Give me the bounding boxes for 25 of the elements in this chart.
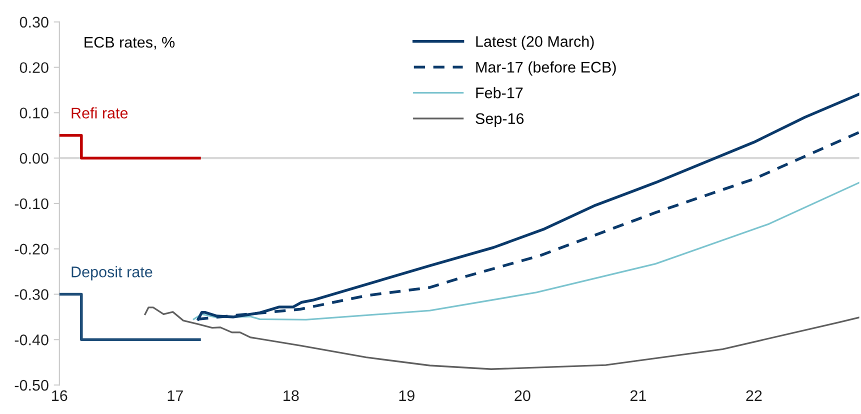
x-tick-label: 21 — [630, 390, 646, 401]
line-series — [144, 306, 860, 370]
x-tick-label: 20 — [514, 390, 530, 402]
x-tick-label: 16 — [52, 390, 68, 402]
line-series — [192, 182, 860, 320]
x-tick-label: 18 — [284, 390, 299, 402]
annotation: Deposit rate — [72, 266, 152, 280]
y-tick-label: -0.30 — [14, 289, 48, 300]
y-tick-label: 0.20 — [20, 62, 48, 74]
annotation: ECB rates, % — [84, 36, 175, 50]
y-tick-label: -0.40 — [14, 334, 48, 346]
y-tick-label: -0.50 — [14, 380, 48, 391]
legend-label: Sep-16 — [476, 113, 524, 128]
y-tick-label: 0.00 — [20, 152, 48, 164]
annotation: Refi rate — [72, 107, 128, 118]
legend-label: Latest (20 March) — [476, 36, 594, 50]
y-tick-label: -0.10 — [14, 198, 48, 210]
x-tick-label: 17 — [168, 390, 183, 401]
y-tick-label: -0.20 — [14, 244, 48, 255]
legend-label: Mar-17 (before ECB) — [476, 61, 616, 76]
y-tick-label: 0.30 — [20, 16, 48, 28]
x-tick-label: 19 — [399, 390, 414, 402]
legend-label: Feb-17 — [476, 87, 523, 98]
y-tick-label: 0.10 — [20, 108, 48, 118]
x-tick-label: 22 — [746, 390, 762, 401]
